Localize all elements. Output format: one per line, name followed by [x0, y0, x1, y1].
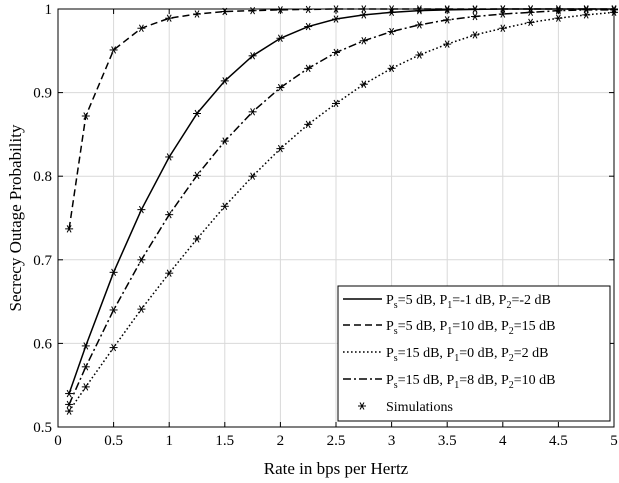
simulation-marker — [220, 202, 229, 211]
simulation-marker — [498, 24, 507, 32]
y-tick-label: 0.5 — [33, 420, 52, 436]
simulation-marker — [526, 8, 535, 17]
axis-ticks: 0 0.5 1 1.5 2 2.5 3 3.5 4 4.5 50.50.60.70.80.91 — [33, 2, 618, 449]
simulation-marker — [220, 77, 229, 85]
simulation-marker — [359, 37, 368, 45]
simulation-marker — [359, 11, 368, 19]
simulation-marker — [65, 400, 74, 409]
simulation-marker — [387, 27, 396, 36]
x-tick-label: 3.5 — [438, 433, 457, 449]
y-tick-label: 0.8 — [33, 169, 52, 185]
simulation-marker — [220, 137, 229, 145]
legend-label-4: Ps=15 dB, P1=8 dB, P2=10 dB — [386, 373, 556, 391]
simulation-marker — [276, 34, 285, 42]
simulation-marker — [165, 153, 174, 161]
simulation-marker — [276, 83, 285, 92]
simulation-marker — [554, 14, 563, 22]
simulation-marker — [359, 80, 368, 88]
simulation-marker — [109, 46, 118, 54]
simulation-marker — [526, 18, 535, 27]
simulation-marker — [165, 269, 174, 277]
simulation-marker — [109, 306, 118, 314]
simulation-marker — [165, 210, 174, 219]
x-axis-title: Rate in bps per Hertz — [264, 459, 409, 478]
simulation-marker — [443, 16, 452, 24]
simulation-marker — [304, 120, 313, 129]
x-tick-label: 1 — [165, 433, 173, 449]
simulation-marker — [193, 109, 201, 118]
simulation-marker — [193, 235, 201, 243]
legend-box — [337, 285, 611, 422]
legend: Ps=5 dB, P1=-1 dB, P2=-2 dB Ps=5 dB, P1=1… — [337, 285, 611, 422]
simulation-marker — [332, 48, 340, 57]
simulation-marker — [582, 6, 591, 14]
legend-label-3: Ps=15 dB, P1=0 dB, P2=2 dB — [386, 346, 549, 364]
simulation-marker — [65, 389, 74, 398]
x-tick-label: 0.5 — [104, 433, 123, 449]
simulation-marker — [137, 24, 146, 32]
simulation-marker — [137, 256, 146, 264]
simulation-marker — [65, 407, 74, 415]
legend-label-simulations: Simulations — [386, 400, 453, 415]
x-tick-label: 2 — [277, 433, 285, 449]
simulation-marker — [304, 64, 313, 73]
legend-label-2: Ps=5 dB, P1=10 dB, P2=15 dB — [386, 319, 556, 337]
simulation-marker — [415, 6, 424, 15]
simulation-marker — [81, 342, 90, 350]
simulation-marker — [81, 112, 90, 120]
simulation-marker — [387, 64, 396, 73]
simulation-marker — [276, 144, 285, 153]
simulation-marker — [109, 343, 118, 352]
simulation-marker — [304, 22, 313, 31]
simulation-marker — [193, 171, 201, 180]
simulation-marker — [193, 10, 201, 18]
simulation-marker — [81, 363, 90, 371]
simulation-marker — [165, 14, 174, 22]
legend-label-1: Ps=5 dB, P1=-1 dB, P2=-2 dB — [386, 293, 551, 311]
x-tick-label: 4.5 — [549, 433, 568, 449]
simulation-marker — [137, 205, 146, 214]
y-tick-label: 0.6 — [33, 336, 52, 352]
simulation-marker — [248, 6, 257, 15]
simulation-marker — [248, 172, 257, 180]
y-tick-label: 0.9 — [33, 86, 52, 102]
x-tick-label: 0 — [54, 433, 62, 449]
simulation-marker — [332, 99, 340, 108]
simulation-marker — [65, 225, 74, 233]
simulation-marker — [81, 383, 90, 391]
simulation-marker — [248, 52, 257, 60]
simulation-marker — [415, 21, 424, 29]
simulation-marker — [358, 402, 366, 410]
simulation-marker — [498, 10, 507, 18]
simulation-marker — [443, 40, 452, 48]
simulation-marker — [332, 15, 340, 23]
y-axis-title: Secrecy Outage Probability — [6, 124, 25, 311]
simulation-marker — [471, 12, 479, 21]
simulation-marker — [248, 108, 257, 116]
y-tick-label: 0.7 — [33, 253, 52, 269]
x-tick-label: 4 — [499, 433, 507, 449]
simulation-marker — [415, 51, 424, 59]
x-tick-label: 5 — [610, 433, 618, 449]
simulation-marker — [137, 305, 146, 313]
simulation-marker — [109, 268, 118, 277]
x-tick-label: 1.5 — [215, 433, 234, 449]
x-tick-label: 3 — [388, 433, 396, 449]
x-tick-label: 2.5 — [327, 433, 346, 449]
simulation-marker — [471, 31, 479, 39]
y-tick-label: 1 — [45, 2, 53, 18]
legend-entries: Ps=5 dB, P1=-1 dB, P2=-2 dB Ps=5 dB, P1=1… — [343, 293, 556, 415]
